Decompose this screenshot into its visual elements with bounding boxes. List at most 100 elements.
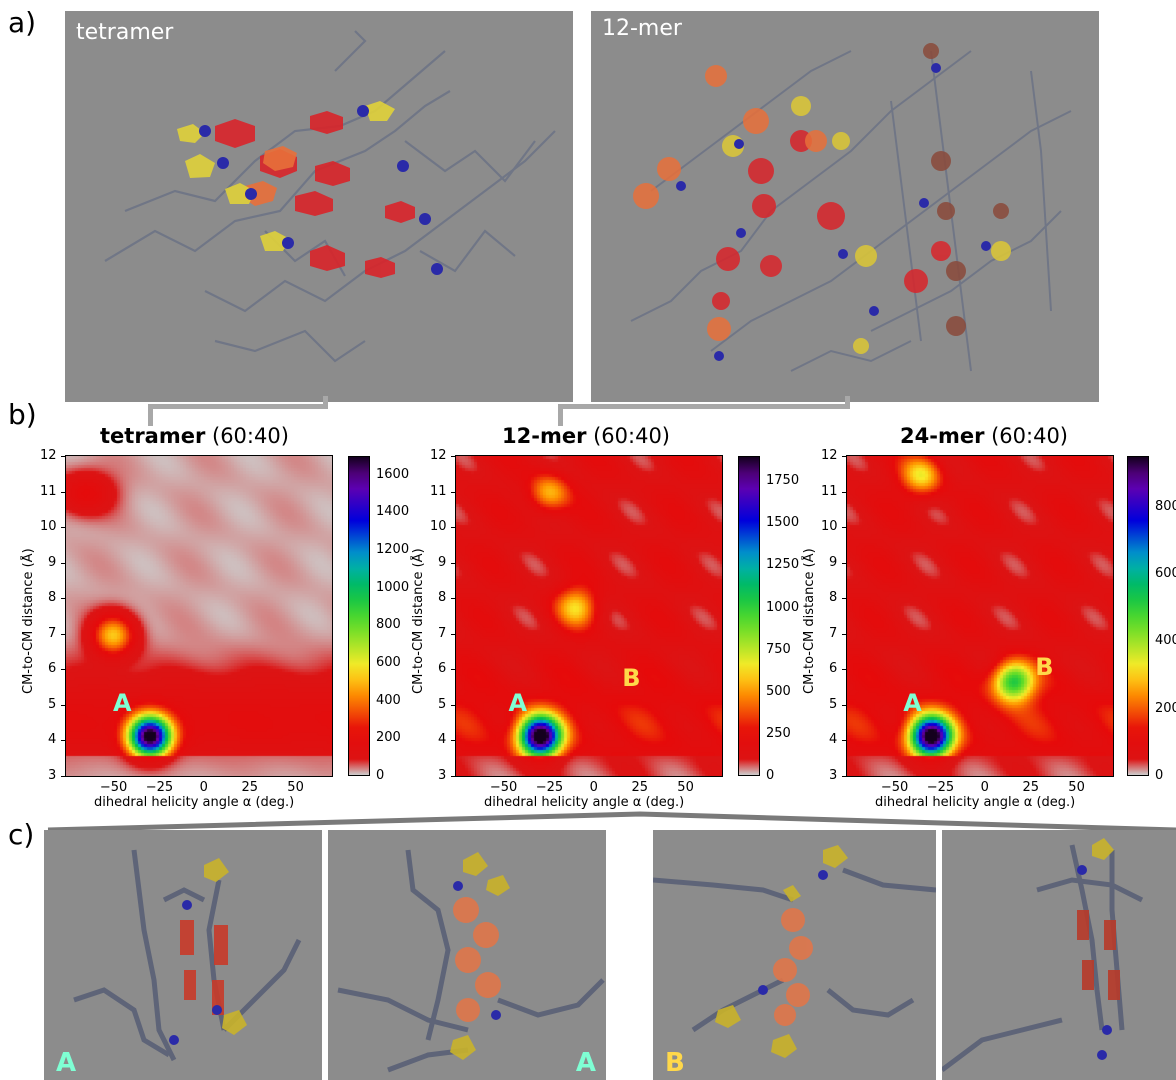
colorbar-tick-label: 600 [376, 655, 401, 671]
plot-frame [846, 455, 1114, 777]
y-tick-mark [451, 527, 455, 529]
colorbar-tick-label: 750 [766, 641, 791, 657]
heatmap-canvas [456, 456, 722, 776]
conformer-rendering [942, 838, 1144, 1072]
y-tick-mark [842, 633, 846, 635]
peak-label-a: A [113, 688, 132, 717]
y-tick-label: 4 [438, 732, 447, 748]
x-axis-label: dihedral helicity angle α (deg.) [875, 795, 1076, 810]
y-tick-label: 9 [48, 554, 57, 570]
colorbar-tick-label: 200 [1155, 700, 1176, 716]
y-tick-mark [451, 456, 455, 457]
peak-label-b: B [622, 664, 641, 692]
connector-line [845, 396, 850, 409]
plot-frame [455, 455, 723, 777]
y-tick-label: 3 [48, 768, 57, 783]
conformer-snapshot-a-side: A [44, 830, 322, 1080]
x-tick-label: 25 [631, 780, 648, 795]
x-tick-label: 0 [980, 780, 989, 795]
plot-frame [65, 455, 333, 777]
y-tick-mark [61, 704, 65, 706]
x-tick-label: 50 [1068, 780, 1085, 795]
connector-line [148, 404, 153, 426]
y-tick-label: 6 [829, 661, 838, 677]
tetramer-snapshot: tetramer [65, 11, 573, 402]
connector-trapezoid [47, 811, 1176, 833]
colorbar-tick-label: 400 [1155, 633, 1176, 649]
colorbar-tick-label: 1000 [766, 599, 800, 615]
y-tick-mark [842, 491, 846, 493]
conformer-rendering [337, 849, 605, 1073]
y-tick-mark [451, 740, 455, 742]
colorbar-tick-label: 250 [766, 725, 791, 741]
y-tick-label: 6 [48, 661, 57, 677]
y-tick-label: 6 [438, 661, 447, 677]
plot-title: 24-mer (60:40) [900, 424, 1068, 448]
y-axis-label: CM-to-CM distance (Å) [21, 548, 36, 694]
peak-label-a: A [903, 688, 922, 717]
y-tick-mark [61, 456, 65, 457]
colorbar-tick-label: 1600 [376, 466, 410, 482]
y-tick-mark [61, 740, 65, 742]
connector-line [323, 396, 328, 409]
colorbar-tick-label: 1750 [766, 473, 800, 489]
conformer-rendering [73, 849, 302, 1062]
x-tick-label: 0 [589, 780, 598, 795]
colorbar-tick-label: 0 [766, 768, 775, 783]
colorbar-tick-label: 1400 [376, 504, 410, 520]
conformer-tag: B [665, 1048, 685, 1078]
heatmap-canvas [66, 456, 332, 776]
y-tick-label: 11 [40, 483, 57, 499]
y-axis-label: CM-to-CM distance (Å) [411, 548, 426, 694]
colorbar-tick-label: 800 [1155, 498, 1176, 514]
y-tick-mark [451, 491, 455, 493]
y-tick-mark [842, 598, 846, 600]
colorbar-tick-label: 1250 [766, 557, 800, 573]
12-mer-snapshot: 12-mer [591, 11, 1099, 402]
y-tick-mark [61, 491, 65, 493]
connector-line [558, 404, 563, 426]
x-tick-label: 25 [1022, 780, 1039, 795]
y-tick-mark [451, 598, 455, 600]
x-tick-label: −25 [535, 780, 564, 795]
conformer-tag: A [56, 1048, 77, 1078]
y-tick-label: 8 [48, 590, 57, 606]
tetramer-molecule-rendering [104, 30, 556, 363]
connector-line [558, 404, 850, 409]
y-tick-mark [61, 776, 65, 777]
y-tick-mark [451, 776, 455, 777]
colorbar-tick-label: 1200 [376, 542, 410, 558]
colorbar-tick-label: 200 [376, 730, 401, 746]
colorbar-tick-label: 500 [766, 683, 791, 699]
colorbar [1127, 456, 1149, 776]
y-tick-label: 8 [829, 590, 838, 606]
x-axis-label: dihedral helicity angle α (deg.) [484, 795, 685, 810]
y-tick-mark [61, 562, 65, 564]
y-tick-mark [61, 633, 65, 635]
colorbar-tick-label: 1500 [766, 515, 800, 531]
colorbar-tick-label: 400 [376, 692, 401, 708]
x-tick-label: −50 [99, 780, 128, 795]
y-tick-label: 10 [40, 519, 57, 535]
y-tick-mark [842, 456, 846, 457]
panel-label-c: c) [8, 818, 35, 851]
y-tick-label: 10 [821, 519, 838, 535]
connector-line [148, 404, 328, 409]
heatmap-area [456, 456, 722, 776]
x-tick-label: 25 [241, 780, 258, 795]
plot-title-ratio: (60:40) [205, 424, 289, 448]
peak-label-b: B [1035, 653, 1054, 682]
conformer-snapshot-b-side [942, 830, 1176, 1080]
y-tick-label: 7 [438, 625, 447, 641]
plot-title-bold: 12-mer [502, 424, 587, 448]
panel-label-b: b) [8, 398, 37, 431]
y-tick-label: 9 [829, 554, 838, 570]
colorbar-tick-label: 600 [1155, 565, 1176, 581]
colorbar-tick-label: 0 [1155, 768, 1164, 783]
y-tick-label: 5 [438, 696, 447, 712]
plot-title-bold: tetramer [100, 424, 206, 448]
y-tick-label: 4 [829, 732, 838, 748]
y-tick-mark [451, 562, 455, 564]
x-axis-label: dihedral helicity angle α (deg.) [94, 795, 295, 810]
x-tick-label: −50 [880, 780, 909, 795]
